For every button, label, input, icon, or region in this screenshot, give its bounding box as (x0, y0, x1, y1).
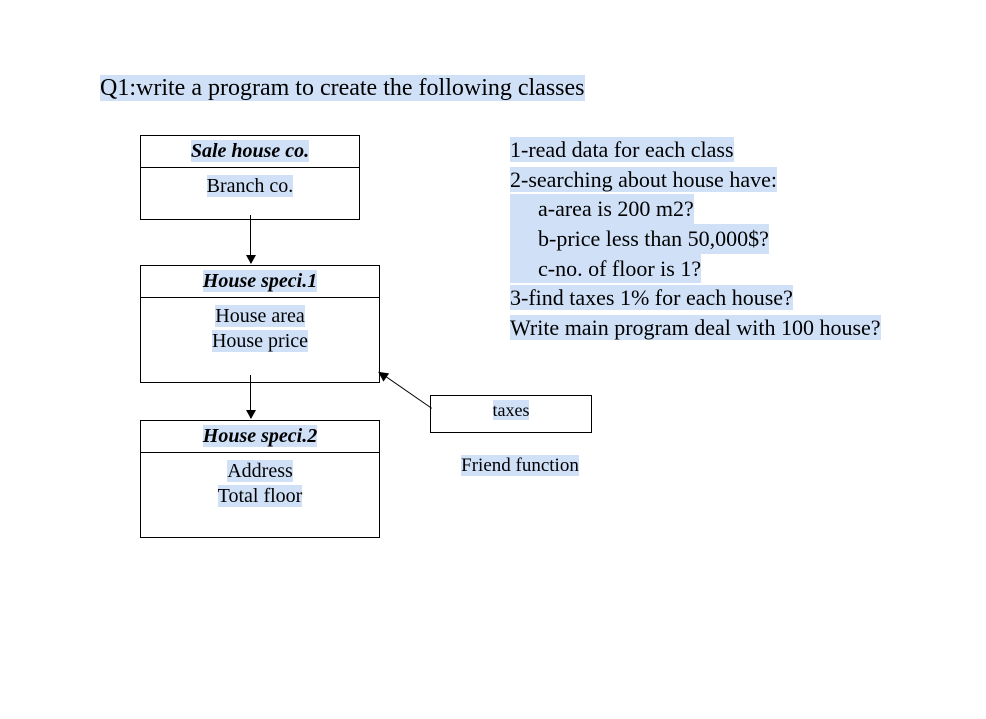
req-line: 3-find taxes 1% for each house? (510, 285, 793, 310)
requirements-list: 1-read data for each class 2-searching a… (510, 135, 881, 343)
question-title: Q1:write a program to create the followi… (100, 75, 585, 102)
class-box-house-speci-2: House speci.2 Address Total floor (140, 420, 380, 538)
req-line: 2-searching about house have: (510, 167, 777, 192)
friend-function-label: Friend function (440, 455, 600, 477)
page: Q1:write a program to create the followi… (0, 0, 986, 719)
class-attr: Address (227, 460, 293, 482)
class-header: House speci.2 (141, 421, 379, 452)
friend-function-text: Friend function (461, 455, 579, 476)
class-body: Address Total floor (141, 452, 379, 537)
class-box-sale-house: Sale house co. Branch co. (140, 135, 360, 220)
class-attr: House price (212, 330, 308, 352)
req-line: 1-read data for each class (510, 137, 734, 162)
class-body: Branch co. (141, 167, 359, 219)
class-header: House speci.1 (141, 266, 379, 297)
req-line: Write main program deal with 100 house? (510, 315, 881, 340)
req-subline: b-price less than 50,000$? (510, 224, 769, 254)
inheritance-arrow-2 (250, 375, 251, 418)
class-attr: House area (215, 305, 304, 327)
class-attr: Branch co. (207, 175, 294, 197)
class-header-text: Sale house co. (191, 140, 309, 162)
class-header-text: House speci.1 (203, 270, 317, 292)
inheritance-arrow-1 (250, 215, 251, 263)
class-attr: Total floor (218, 485, 303, 507)
req-subline: a-area is 200 m2? (510, 194, 694, 224)
taxes-box: taxes (430, 395, 592, 433)
req-subline: c-no. of floor is 1? (510, 254, 701, 284)
class-body: House area House price (141, 297, 379, 382)
friend-connector-arrow (380, 372, 433, 409)
class-header: Sale house co. (141, 136, 359, 167)
taxes-box-text: taxes (493, 400, 530, 420)
class-box-house-speci-1: House speci.1 House area House price (140, 265, 380, 383)
question-title-text: Q1:write a program to create the followi… (100, 75, 585, 101)
class-header-text: House speci.2 (203, 425, 317, 447)
